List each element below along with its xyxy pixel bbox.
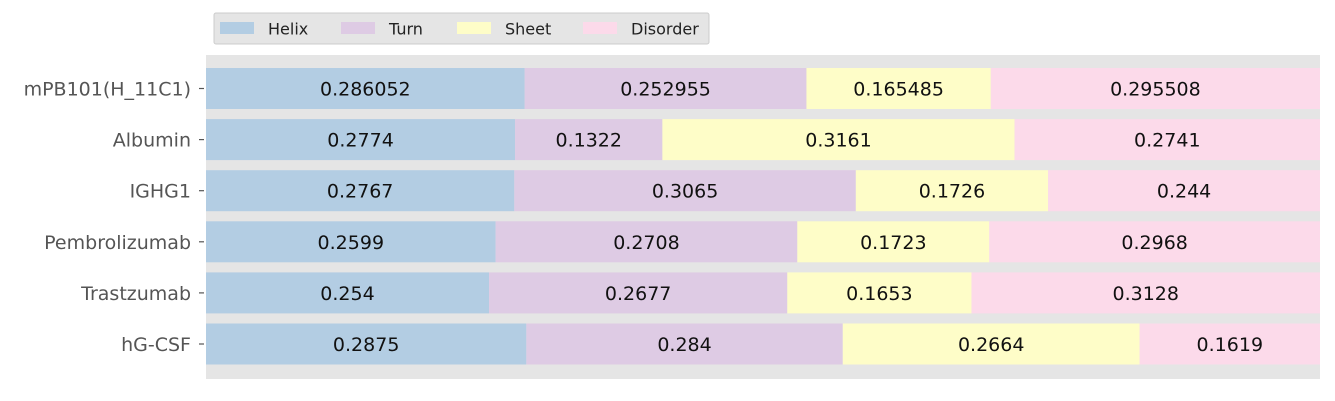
legend-swatch-helix bbox=[220, 22, 254, 34]
category-label-mpb101-h-11c1: mPB101(H_11C1) bbox=[24, 79, 191, 101]
value-label-turn-trastzumab: 0.2677 bbox=[605, 283, 671, 305]
value-label-turn-albumin: 0.1322 bbox=[555, 130, 621, 152]
bar-turn-hg-csf bbox=[526, 323, 843, 365]
bar-disorder-hg-csf bbox=[1139, 323, 1320, 365]
bar-turn-trastzumab bbox=[489, 272, 788, 314]
value-label-turn-mpb101-h-11c1: 0.252955 bbox=[620, 79, 711, 101]
category-label-trastzumab: Trastzumab bbox=[80, 283, 191, 305]
bar-helix-albumin bbox=[206, 119, 516, 161]
value-label-sheet-pembrolizumab: 0.1723 bbox=[860, 232, 926, 254]
legend-label-disorder: Disorder bbox=[631, 20, 699, 39]
value-label-helix-hg-csf: 0.2875 bbox=[333, 334, 399, 356]
value-label-sheet-albumin: 0.3161 bbox=[805, 130, 871, 152]
category-label-albumin: Albumin bbox=[113, 130, 191, 152]
bar-helix-mpb101-h-11c1 bbox=[206, 68, 525, 109]
value-label-helix-ighg1: 0.2767 bbox=[327, 181, 393, 203]
value-label-sheet-trastzumab: 0.1653 bbox=[846, 283, 912, 305]
bar-helix-trastzumab bbox=[206, 272, 490, 314]
y-axis: mPB101(H_11C1) Albumin IGHG1 Pembrolizumab T… bbox=[24, 79, 204, 356]
bar-disorder-ighg1 bbox=[1048, 170, 1320, 212]
value-label-sheet-hg-csf: 0.2664 bbox=[958, 334, 1024, 356]
bar-sheet-ighg1 bbox=[855, 170, 1049, 212]
legend-swatch-disorder bbox=[583, 22, 617, 34]
bar-sheet-pembrolizumab bbox=[797, 221, 990, 263]
value-label-disorder-ighg1: 0.244 bbox=[1157, 181, 1211, 203]
value-label-disorder-pembrolizumab: 0.2968 bbox=[1121, 232, 1187, 254]
value-labels-layer: 0.286052 0.252955 0.165485 0.295508 0.2774 0.… bbox=[318, 79, 1263, 357]
bar-helix-pembrolizumab bbox=[206, 221, 496, 263]
value-label-disorder-hg-csf: 0.1619 bbox=[1197, 334, 1263, 356]
bar-turn-pembrolizumab bbox=[495, 221, 798, 263]
value-label-helix-trastzumab: 0.254 bbox=[320, 283, 374, 305]
legend-label-helix: Helix bbox=[268, 20, 308, 39]
category-label-hg-csf: hG-CSF bbox=[121, 334, 191, 356]
value-label-turn-pembrolizumab: 0.2708 bbox=[613, 232, 679, 254]
bars-layer bbox=[206, 68, 1320, 365]
category-label-ighg1: IGHG1 bbox=[130, 181, 191, 203]
value-label-helix-mpb101-h-11c1: 0.286052 bbox=[320, 79, 411, 101]
bar-sheet-trastzumab bbox=[787, 272, 972, 314]
bar-helix-ighg1 bbox=[206, 170, 515, 212]
value-label-disorder-mpb101-h-11c1: 0.295508 bbox=[1110, 79, 1201, 101]
bar-disorder-mpb101-h-11c1 bbox=[990, 68, 1320, 109]
value-label-sheet-ighg1: 0.1726 bbox=[919, 181, 985, 203]
bar-disorder-pembrolizumab bbox=[989, 221, 1320, 263]
legend-label-sheet: Sheet bbox=[505, 20, 551, 39]
legend-swatch-turn bbox=[341, 22, 375, 34]
value-label-turn-hg-csf: 0.284 bbox=[657, 334, 711, 356]
legend-swatch-sheet bbox=[457, 22, 491, 34]
bar-turn-albumin bbox=[515, 119, 663, 161]
bar-sheet-hg-csf bbox=[842, 323, 1140, 365]
value-label-helix-pembrolizumab: 0.2599 bbox=[318, 232, 384, 254]
value-label-helix-albumin: 0.2774 bbox=[327, 130, 393, 152]
bar-sheet-mpb101-h-11c1 bbox=[806, 68, 991, 109]
bar-turn-mpb101-h-11c1 bbox=[524, 68, 807, 109]
legend-label-turn: Turn bbox=[388, 20, 423, 39]
bar-sheet-albumin bbox=[662, 119, 1015, 161]
value-label-disorder-trastzumab: 0.3128 bbox=[1112, 283, 1178, 305]
value-label-turn-ighg1: 0.3065 bbox=[652, 181, 718, 203]
legend: Helix Turn Sheet Disorder bbox=[213, 12, 710, 45]
bar-turn-ighg1 bbox=[514, 170, 856, 212]
bar-disorder-albumin bbox=[1014, 119, 1320, 161]
value-label-disorder-albumin: 0.2741 bbox=[1134, 130, 1200, 152]
category-label-pembrolizumab: Pembrolizumab bbox=[44, 232, 191, 254]
value-label-sheet-mpb101-h-11c1: 0.165485 bbox=[853, 79, 944, 101]
bar-helix-hg-csf bbox=[206, 323, 527, 365]
bar-disorder-trastzumab bbox=[971, 272, 1320, 314]
